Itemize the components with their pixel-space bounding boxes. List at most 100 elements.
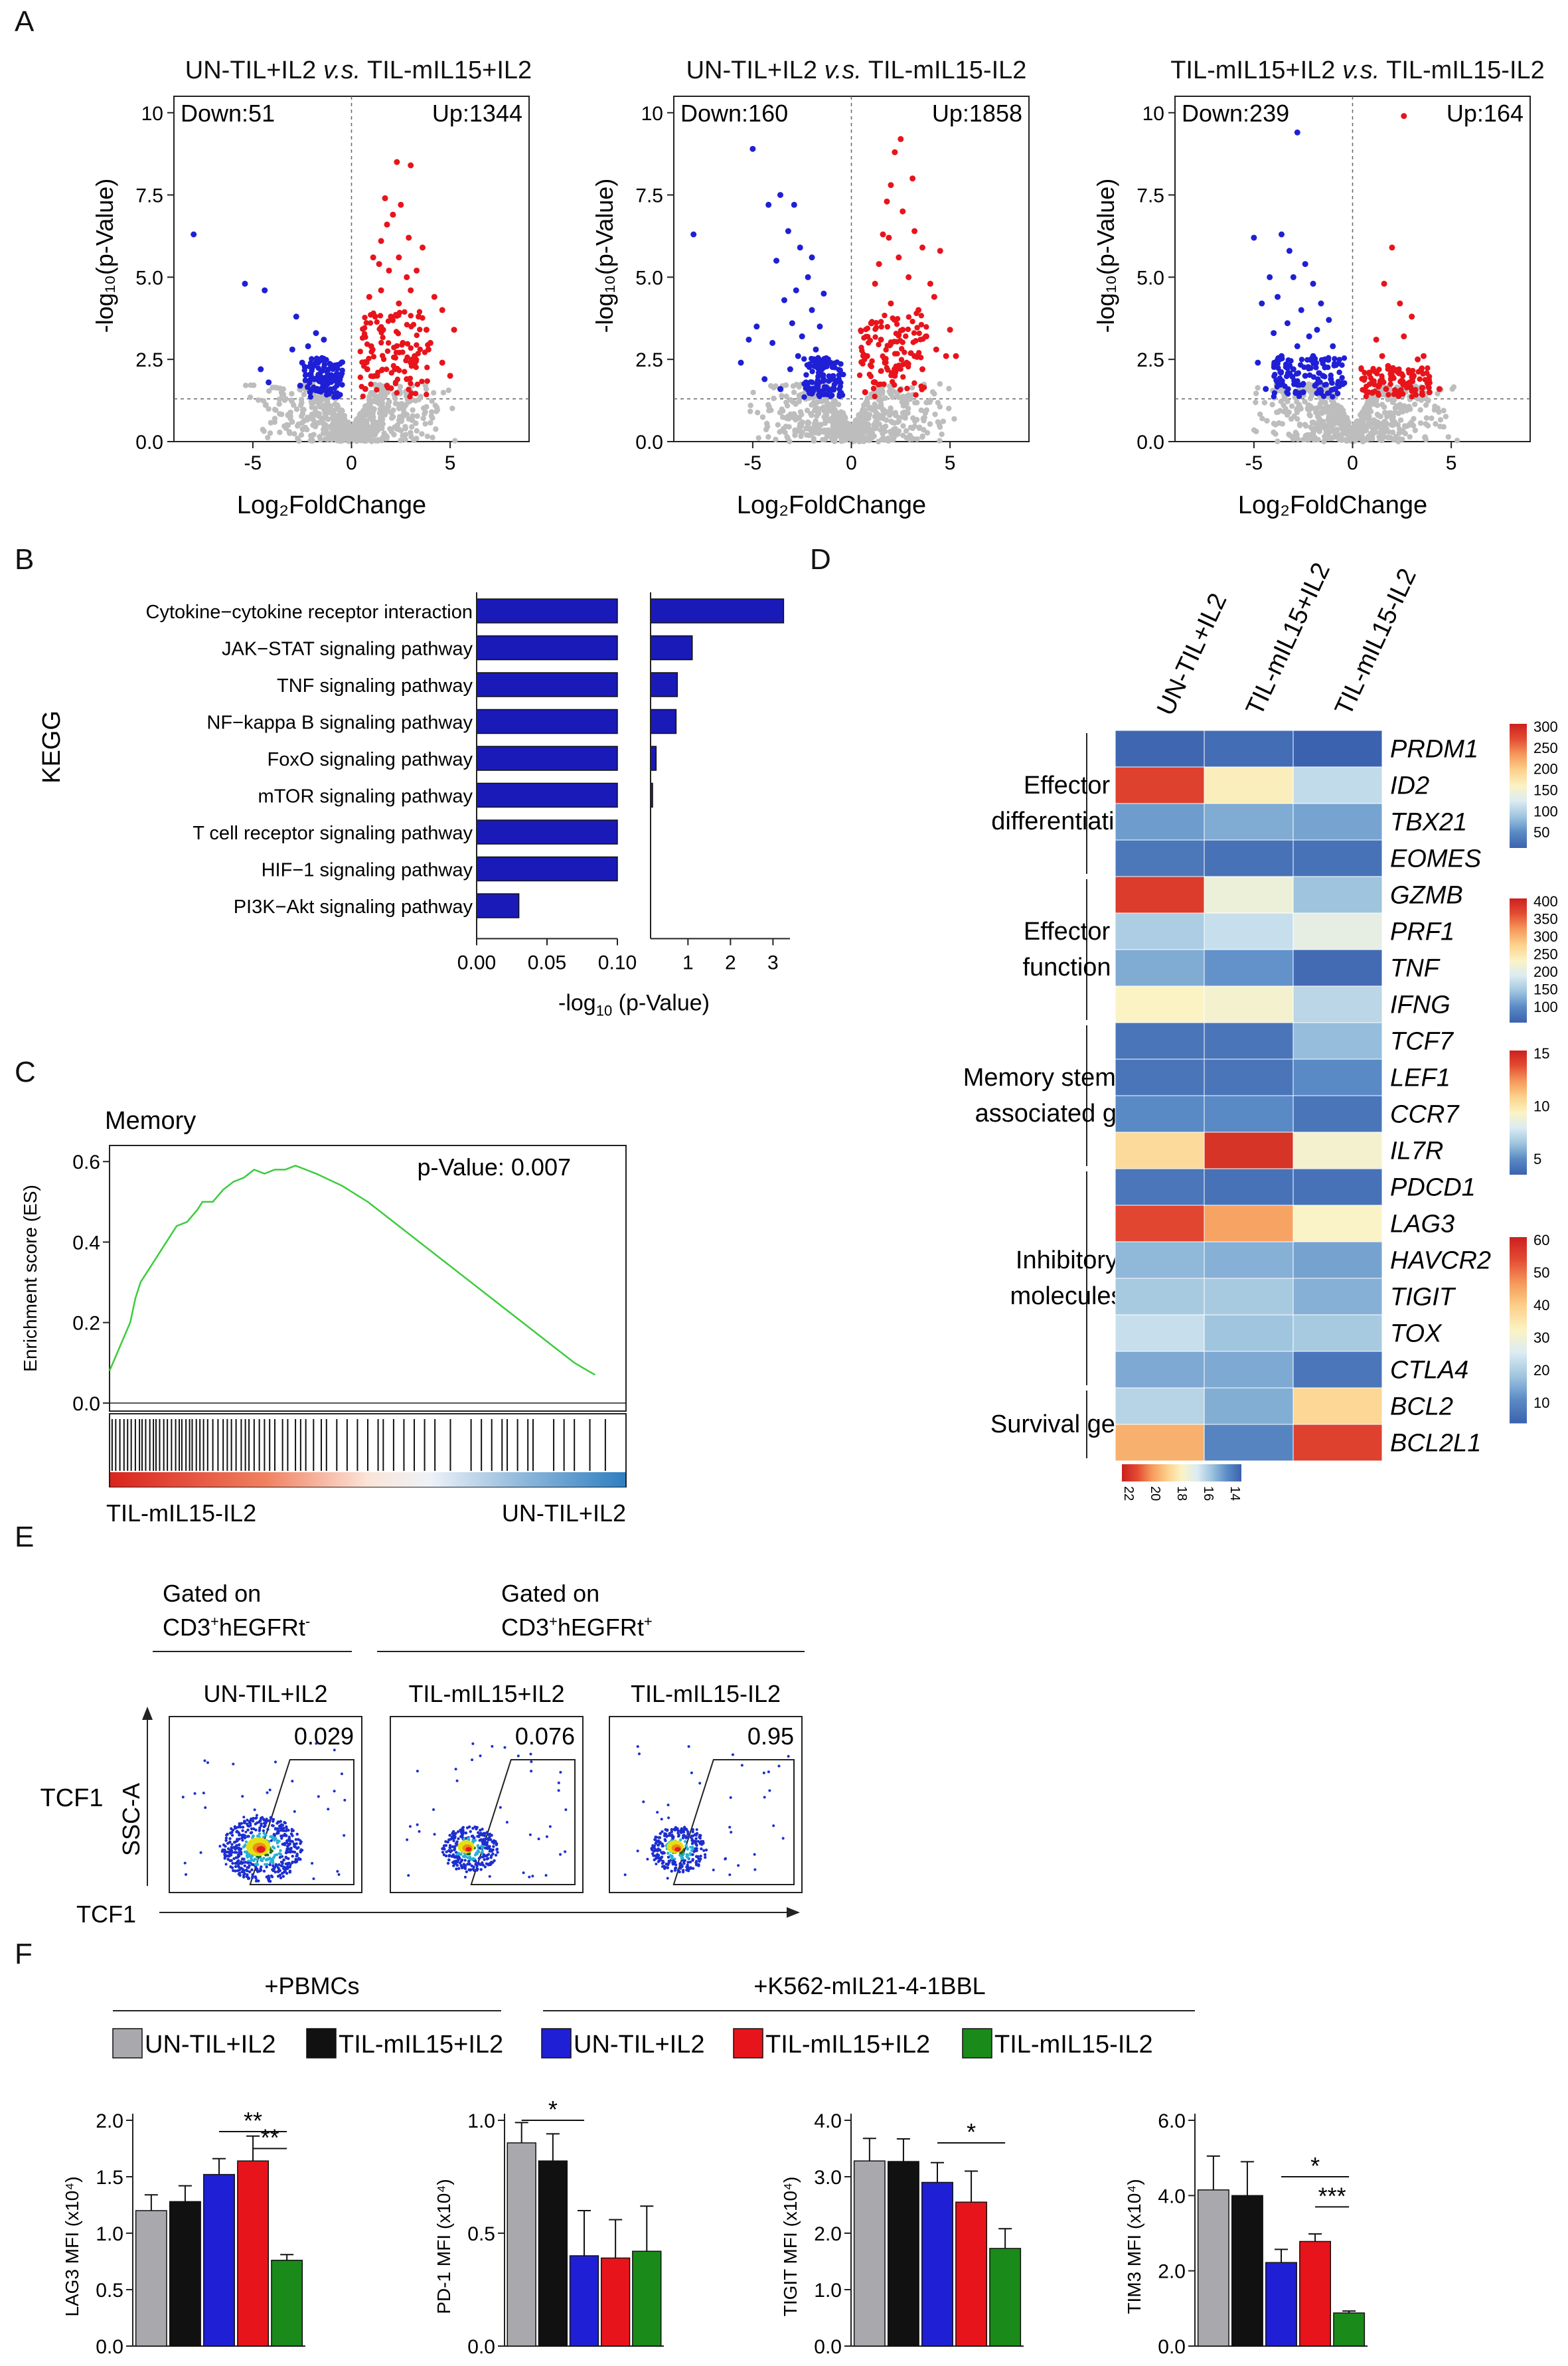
event-dot <box>482 1831 485 1835</box>
down-point <box>309 368 315 374</box>
down-point <box>317 356 323 363</box>
up-point <box>379 367 386 373</box>
ns-point <box>811 436 817 442</box>
up-point <box>385 318 392 324</box>
gate-polygon <box>672 1759 795 1885</box>
ns-point <box>1435 390 1441 397</box>
heatmap-cell <box>1293 949 1383 987</box>
up-point <box>412 390 419 396</box>
ns-point <box>396 405 402 412</box>
event-dot <box>229 1865 232 1869</box>
up-point <box>909 175 916 182</box>
event-dot <box>244 1840 248 1843</box>
y-tick-label: 0.6 <box>72 1151 100 1173</box>
title-vs: v.s. <box>1342 56 1379 84</box>
event-dot <box>682 1830 686 1834</box>
ns-point <box>280 391 287 398</box>
gate-part: hEGFRt <box>219 1614 305 1641</box>
down-point <box>830 385 836 391</box>
mfi-bar <box>507 2142 536 2347</box>
up-point <box>933 346 939 353</box>
event-dot <box>252 1834 255 1838</box>
ns-point <box>918 407 924 414</box>
down-point <box>321 336 327 343</box>
up-point <box>1383 386 1389 392</box>
ns-point <box>1433 421 1439 427</box>
event-dot <box>268 1863 272 1867</box>
legend-label: 16 <box>1201 1486 1215 1501</box>
y-tick-label: 10 <box>641 103 663 125</box>
up-point <box>1419 392 1426 398</box>
ns-point <box>877 404 883 410</box>
ns-point <box>1441 408 1447 414</box>
up-point <box>357 349 363 355</box>
up-point <box>1415 369 1421 375</box>
down-point <box>266 379 272 386</box>
down-point <box>1318 386 1324 393</box>
up-point <box>384 348 391 354</box>
event-dot <box>528 1833 532 1836</box>
event-dot <box>243 1864 246 1868</box>
ns-point <box>366 416 373 422</box>
ns-point <box>1302 398 1308 405</box>
event-dot <box>686 1832 690 1836</box>
sample-label: TIL-mIL15+IL2 <box>408 1680 564 1707</box>
down-point <box>1278 370 1284 376</box>
event-dot <box>255 1814 258 1817</box>
up-point <box>1401 333 1407 340</box>
event-dot <box>476 1849 480 1853</box>
heatmap-cell <box>1115 949 1205 987</box>
event-dot <box>661 1830 664 1833</box>
event-dot <box>237 1831 240 1834</box>
legend-label: 22 <box>1121 1486 1136 1501</box>
event-dot <box>642 1800 645 1804</box>
down-point <box>1323 381 1329 388</box>
ns-point <box>779 392 785 399</box>
down-point <box>333 378 339 384</box>
heatmap-cell <box>1115 730 1205 768</box>
ns-point <box>806 425 812 431</box>
heatmap-cell <box>1115 1387 1205 1425</box>
event-dot <box>451 1855 454 1858</box>
title-part: TIL-mIL15+IL2 <box>360 56 532 84</box>
event-dot <box>452 1839 455 1843</box>
ns-point <box>273 407 279 413</box>
up-point <box>923 324 929 330</box>
ns-point <box>299 410 306 417</box>
ns-point <box>1370 426 1376 432</box>
event-dot <box>337 1873 341 1876</box>
down-point <box>809 379 815 385</box>
ns-point <box>880 436 886 442</box>
gene-label: CCR7 <box>1390 1101 1460 1129</box>
gate-negative-line2: CD3+hEGFRt- <box>163 1613 310 1641</box>
event-dot <box>681 1836 685 1840</box>
ns-point <box>860 406 867 413</box>
down-count: Down:160 <box>680 100 788 127</box>
event-dot <box>246 1828 250 1831</box>
group-label: Effector <box>1024 918 1111 946</box>
y-tick-label: 0.0 <box>96 2336 123 2358</box>
ns-point <box>1367 420 1373 426</box>
ns-point <box>815 408 821 415</box>
heatmap-cell <box>1293 876 1383 914</box>
up-point <box>898 386 903 393</box>
kegg-bar-extended <box>650 746 657 771</box>
down-point <box>262 287 268 294</box>
event-dot <box>696 1839 700 1843</box>
ns-point <box>398 438 404 444</box>
heatmap-cell <box>1204 1095 1294 1133</box>
event-dot <box>268 1819 271 1822</box>
event-dot <box>481 1861 484 1865</box>
up-point <box>877 381 884 387</box>
event-dot <box>670 1869 673 1873</box>
ns-point <box>1324 435 1331 441</box>
y-axis-label: Enrichment score (ES) <box>20 1185 40 1372</box>
ns-point <box>1324 408 1330 414</box>
down-point <box>331 385 338 391</box>
gate-negative-line1: Gated on <box>163 1580 261 1607</box>
event-dot <box>293 1810 296 1814</box>
ns-point <box>318 396 325 402</box>
flow-frame <box>169 1716 362 1893</box>
ns-point <box>433 426 439 432</box>
heatmap-cell <box>1115 1058 1205 1096</box>
